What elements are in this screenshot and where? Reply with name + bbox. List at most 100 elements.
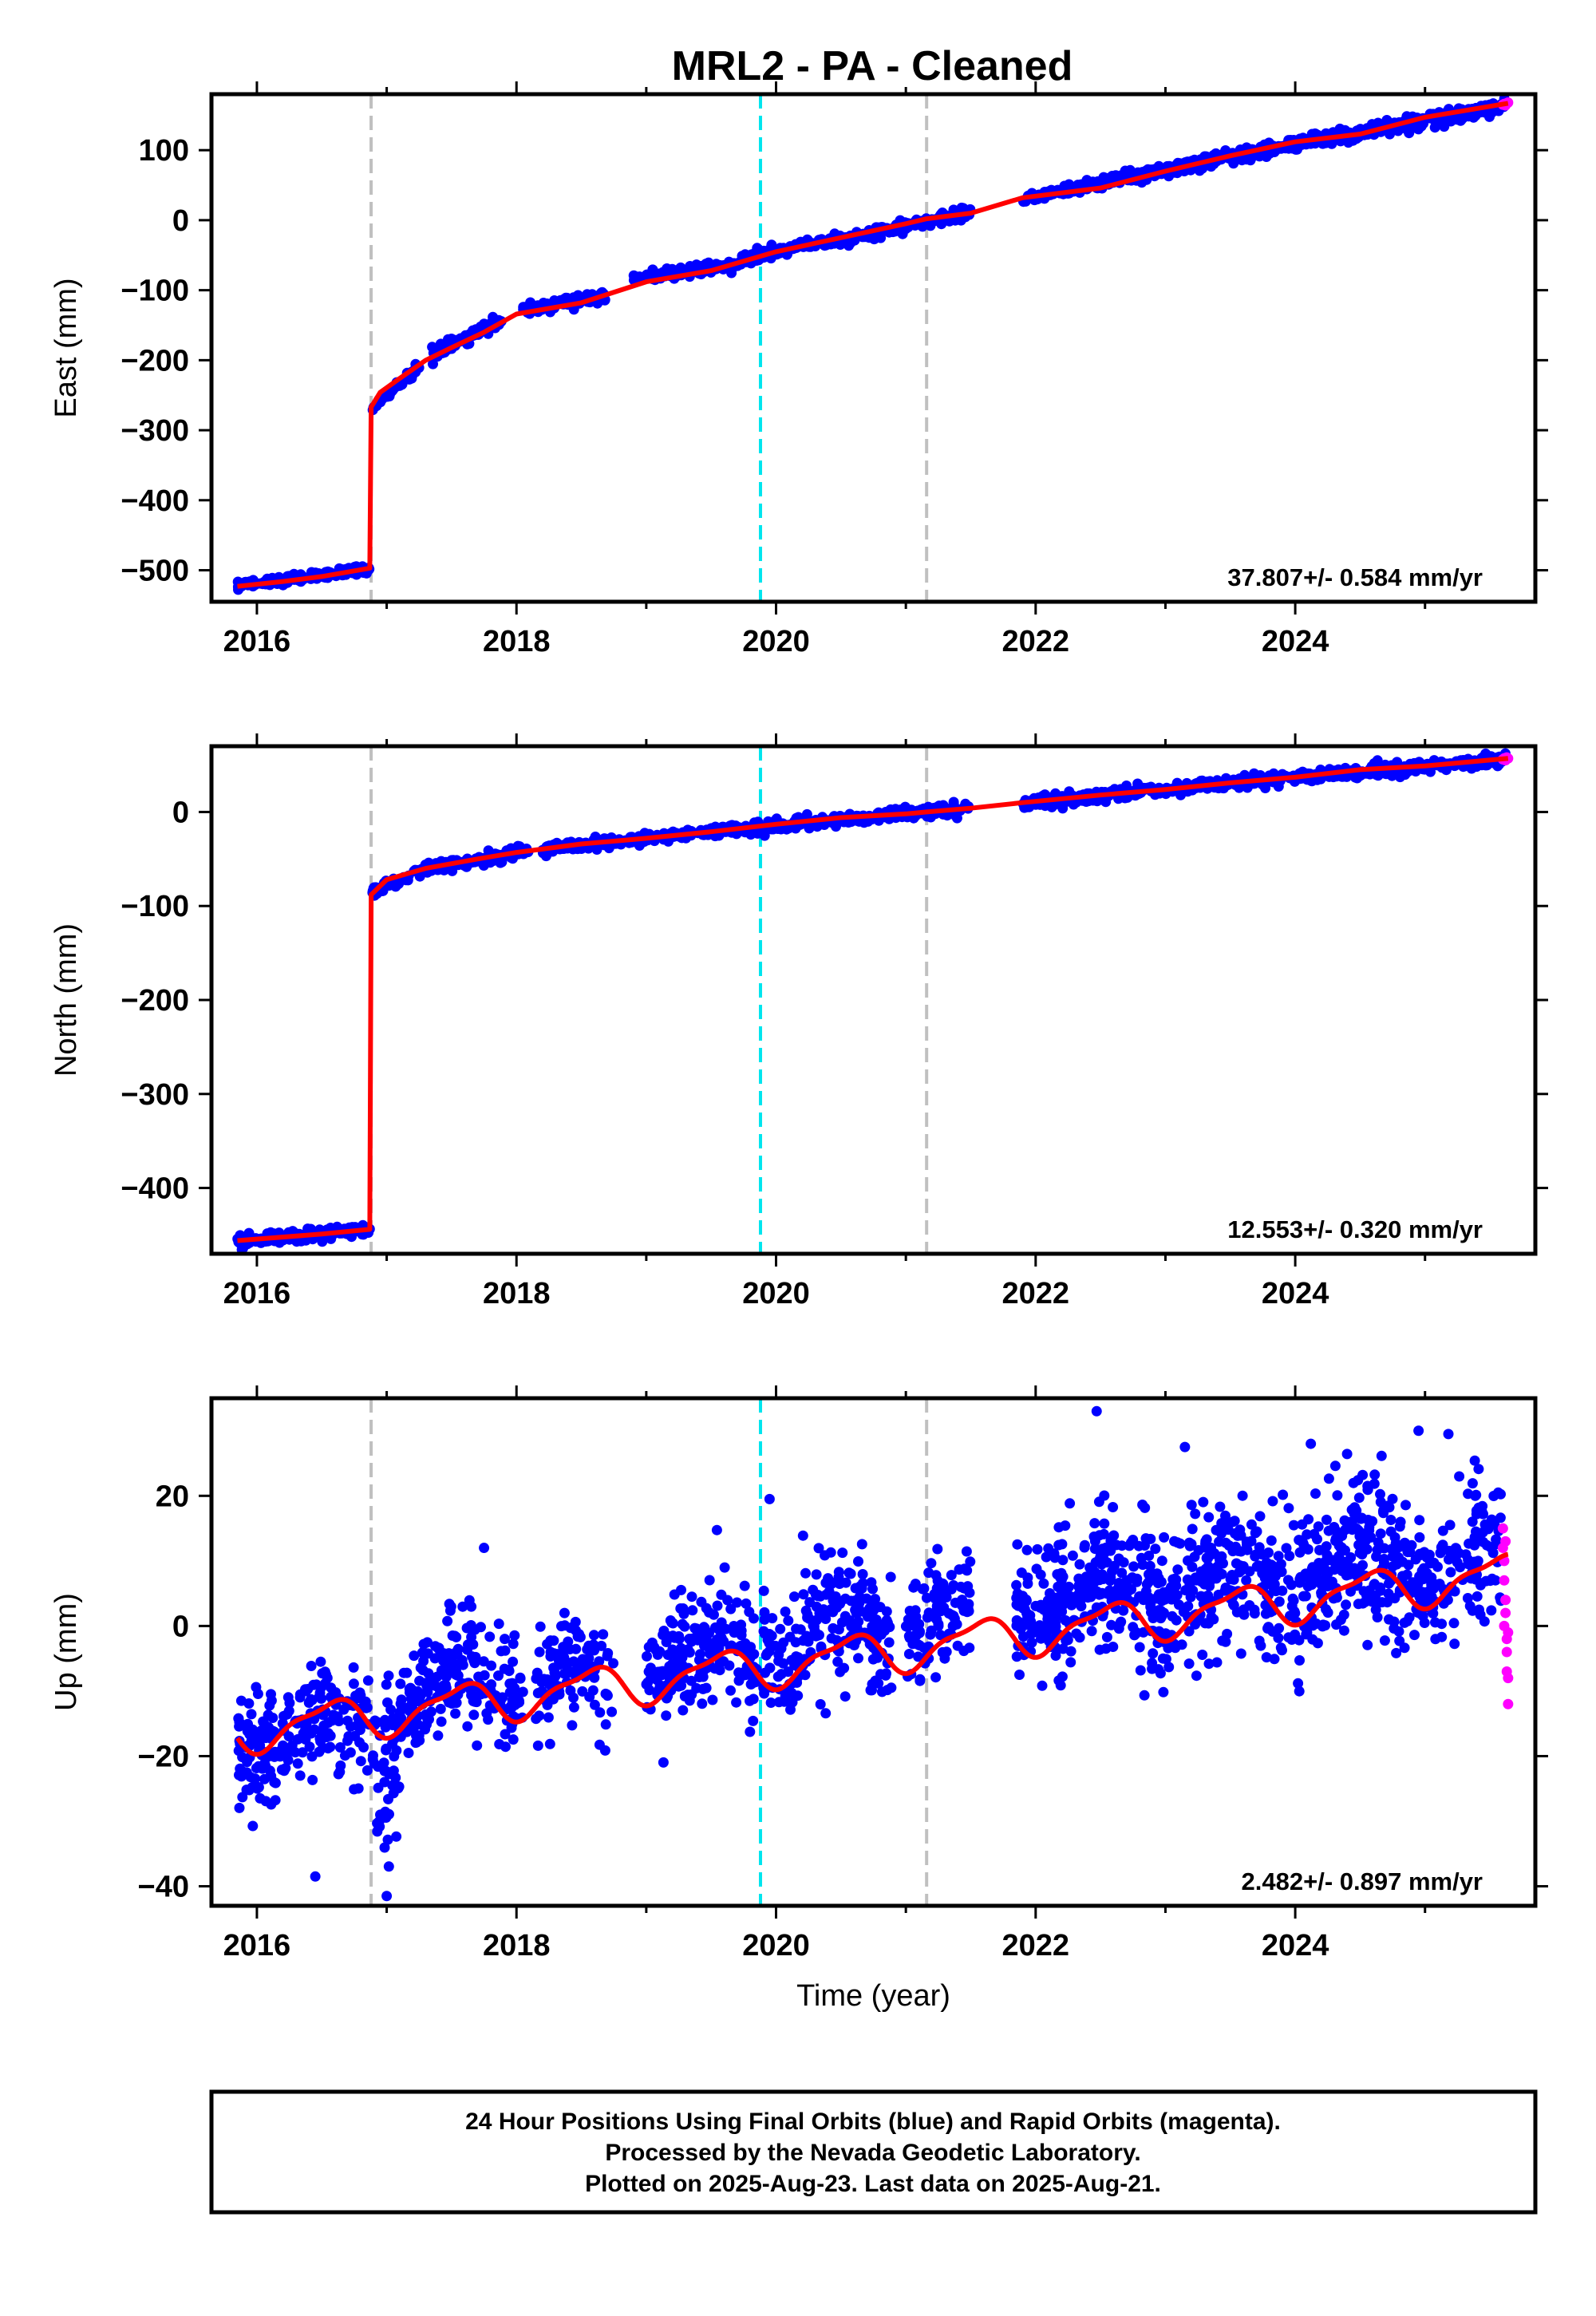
up-final-point [389, 1751, 400, 1762]
up-final-point [500, 1634, 510, 1645]
up-final-point [425, 1706, 437, 1717]
up-final-point [739, 1580, 750, 1591]
up-final-point [1321, 1541, 1332, 1552]
up-final-point [1108, 1642, 1119, 1652]
up-final-point [767, 1613, 778, 1624]
north-final-point [402, 875, 413, 886]
up-final-point [857, 1569, 868, 1579]
up-final-point [962, 1607, 973, 1618]
up-final-point [348, 1678, 359, 1690]
up-final-point [729, 1627, 740, 1638]
up-final-point [568, 1701, 579, 1713]
up-final-point [1095, 1551, 1106, 1562]
up-final-point [1294, 1547, 1306, 1558]
up-final-point [234, 1802, 245, 1813]
up-final-point [840, 1577, 851, 1588]
up-final-point [672, 1656, 683, 1667]
up-final-point [1098, 1574, 1108, 1584]
up-final-point [946, 1570, 957, 1581]
up-final-point [1201, 1534, 1212, 1545]
up-final-point [500, 1729, 511, 1740]
up-final-point [833, 1571, 844, 1583]
up-final-point [508, 1638, 519, 1650]
up-final-point [478, 1656, 489, 1667]
up-final-orbit-points [233, 1405, 1507, 1902]
up-final-point [1338, 1609, 1349, 1620]
up-final-point [719, 1562, 730, 1573]
up-final-point [686, 1591, 697, 1603]
up-final-point [1032, 1543, 1043, 1555]
up-final-point [290, 1747, 301, 1758]
up-final-point [1322, 1581, 1333, 1592]
up-final-point [1050, 1650, 1061, 1661]
up-final-point [417, 1647, 428, 1658]
up-final-point [1065, 1657, 1077, 1668]
up-final-point [241, 1767, 252, 1778]
up-final-point [1065, 1646, 1077, 1657]
north-final-point [591, 844, 602, 855]
up-final-point [661, 1710, 672, 1721]
up-final-point [1267, 1496, 1278, 1507]
up-final-point [495, 1695, 506, 1706]
up-final-point [666, 1617, 678, 1628]
up-final-point [941, 1646, 952, 1658]
up-final-point [1191, 1670, 1202, 1682]
up-final-point [1203, 1618, 1214, 1629]
up-final-point [964, 1587, 975, 1599]
up-final-point [1237, 1490, 1248, 1501]
north-model-line [237, 756, 1509, 1243]
up-final-point [923, 1567, 934, 1579]
up-final-point [880, 1670, 891, 1681]
up-final-point [1098, 1528, 1109, 1539]
up-final-point [741, 1598, 752, 1609]
up-final-point [1071, 1628, 1082, 1639]
north-y-tick-label: −300 [120, 1078, 189, 1112]
up-final-point [815, 1699, 826, 1709]
up-final-point [589, 1699, 600, 1710]
up-final-point [1213, 1524, 1224, 1535]
up-final-point [493, 1618, 504, 1630]
up-final-point [1053, 1581, 1064, 1592]
up-final-point [1111, 1539, 1122, 1551]
up-final-point [1186, 1500, 1197, 1511]
up-final-point [504, 1666, 515, 1677]
up-final-point [731, 1697, 742, 1708]
up-final-point [1277, 1585, 1288, 1596]
east-final-point [948, 204, 959, 215]
up-final-point [381, 1765, 392, 1777]
up-final-point [325, 1730, 336, 1741]
up-final-point [835, 1666, 846, 1678]
up-final-point [1269, 1654, 1280, 1665]
up-final-point [1055, 1572, 1066, 1583]
up-final-point [548, 1648, 559, 1659]
up-final-point [608, 1658, 618, 1669]
up-final-point [732, 1597, 742, 1608]
east-final-point [1404, 128, 1415, 139]
up-final-point [1469, 1455, 1480, 1466]
up-final-point [759, 1607, 770, 1618]
up-final-point [258, 1716, 269, 1727]
up-final-point [381, 1743, 392, 1754]
up-final-point [395, 1698, 406, 1709]
up-final-point [1061, 1583, 1072, 1594]
up-final-point [808, 1620, 819, 1631]
up-final-point [820, 1708, 832, 1719]
east-x-tick-label: 2018 [483, 625, 551, 658]
up-final-point [563, 1636, 574, 1647]
up-final-point [247, 1820, 259, 1832]
east-x-tick-label: 2022 [1002, 625, 1070, 658]
up-final-point [1183, 1626, 1195, 1637]
up-final-point [282, 1755, 294, 1765]
up-final-point [932, 1543, 943, 1555]
up-final-point [764, 1630, 776, 1641]
up-final-point [1253, 1560, 1264, 1571]
up-final-point [1414, 1531, 1425, 1543]
up-final-point [797, 1530, 808, 1541]
up-final-point [462, 1721, 473, 1732]
up-final-point [297, 1747, 308, 1758]
up-final-point [479, 1670, 490, 1681]
up-final-point [1454, 1471, 1465, 1482]
up-final-point [1198, 1496, 1209, 1508]
up-final-point [394, 1706, 405, 1717]
up-final-point [778, 1637, 789, 1648]
